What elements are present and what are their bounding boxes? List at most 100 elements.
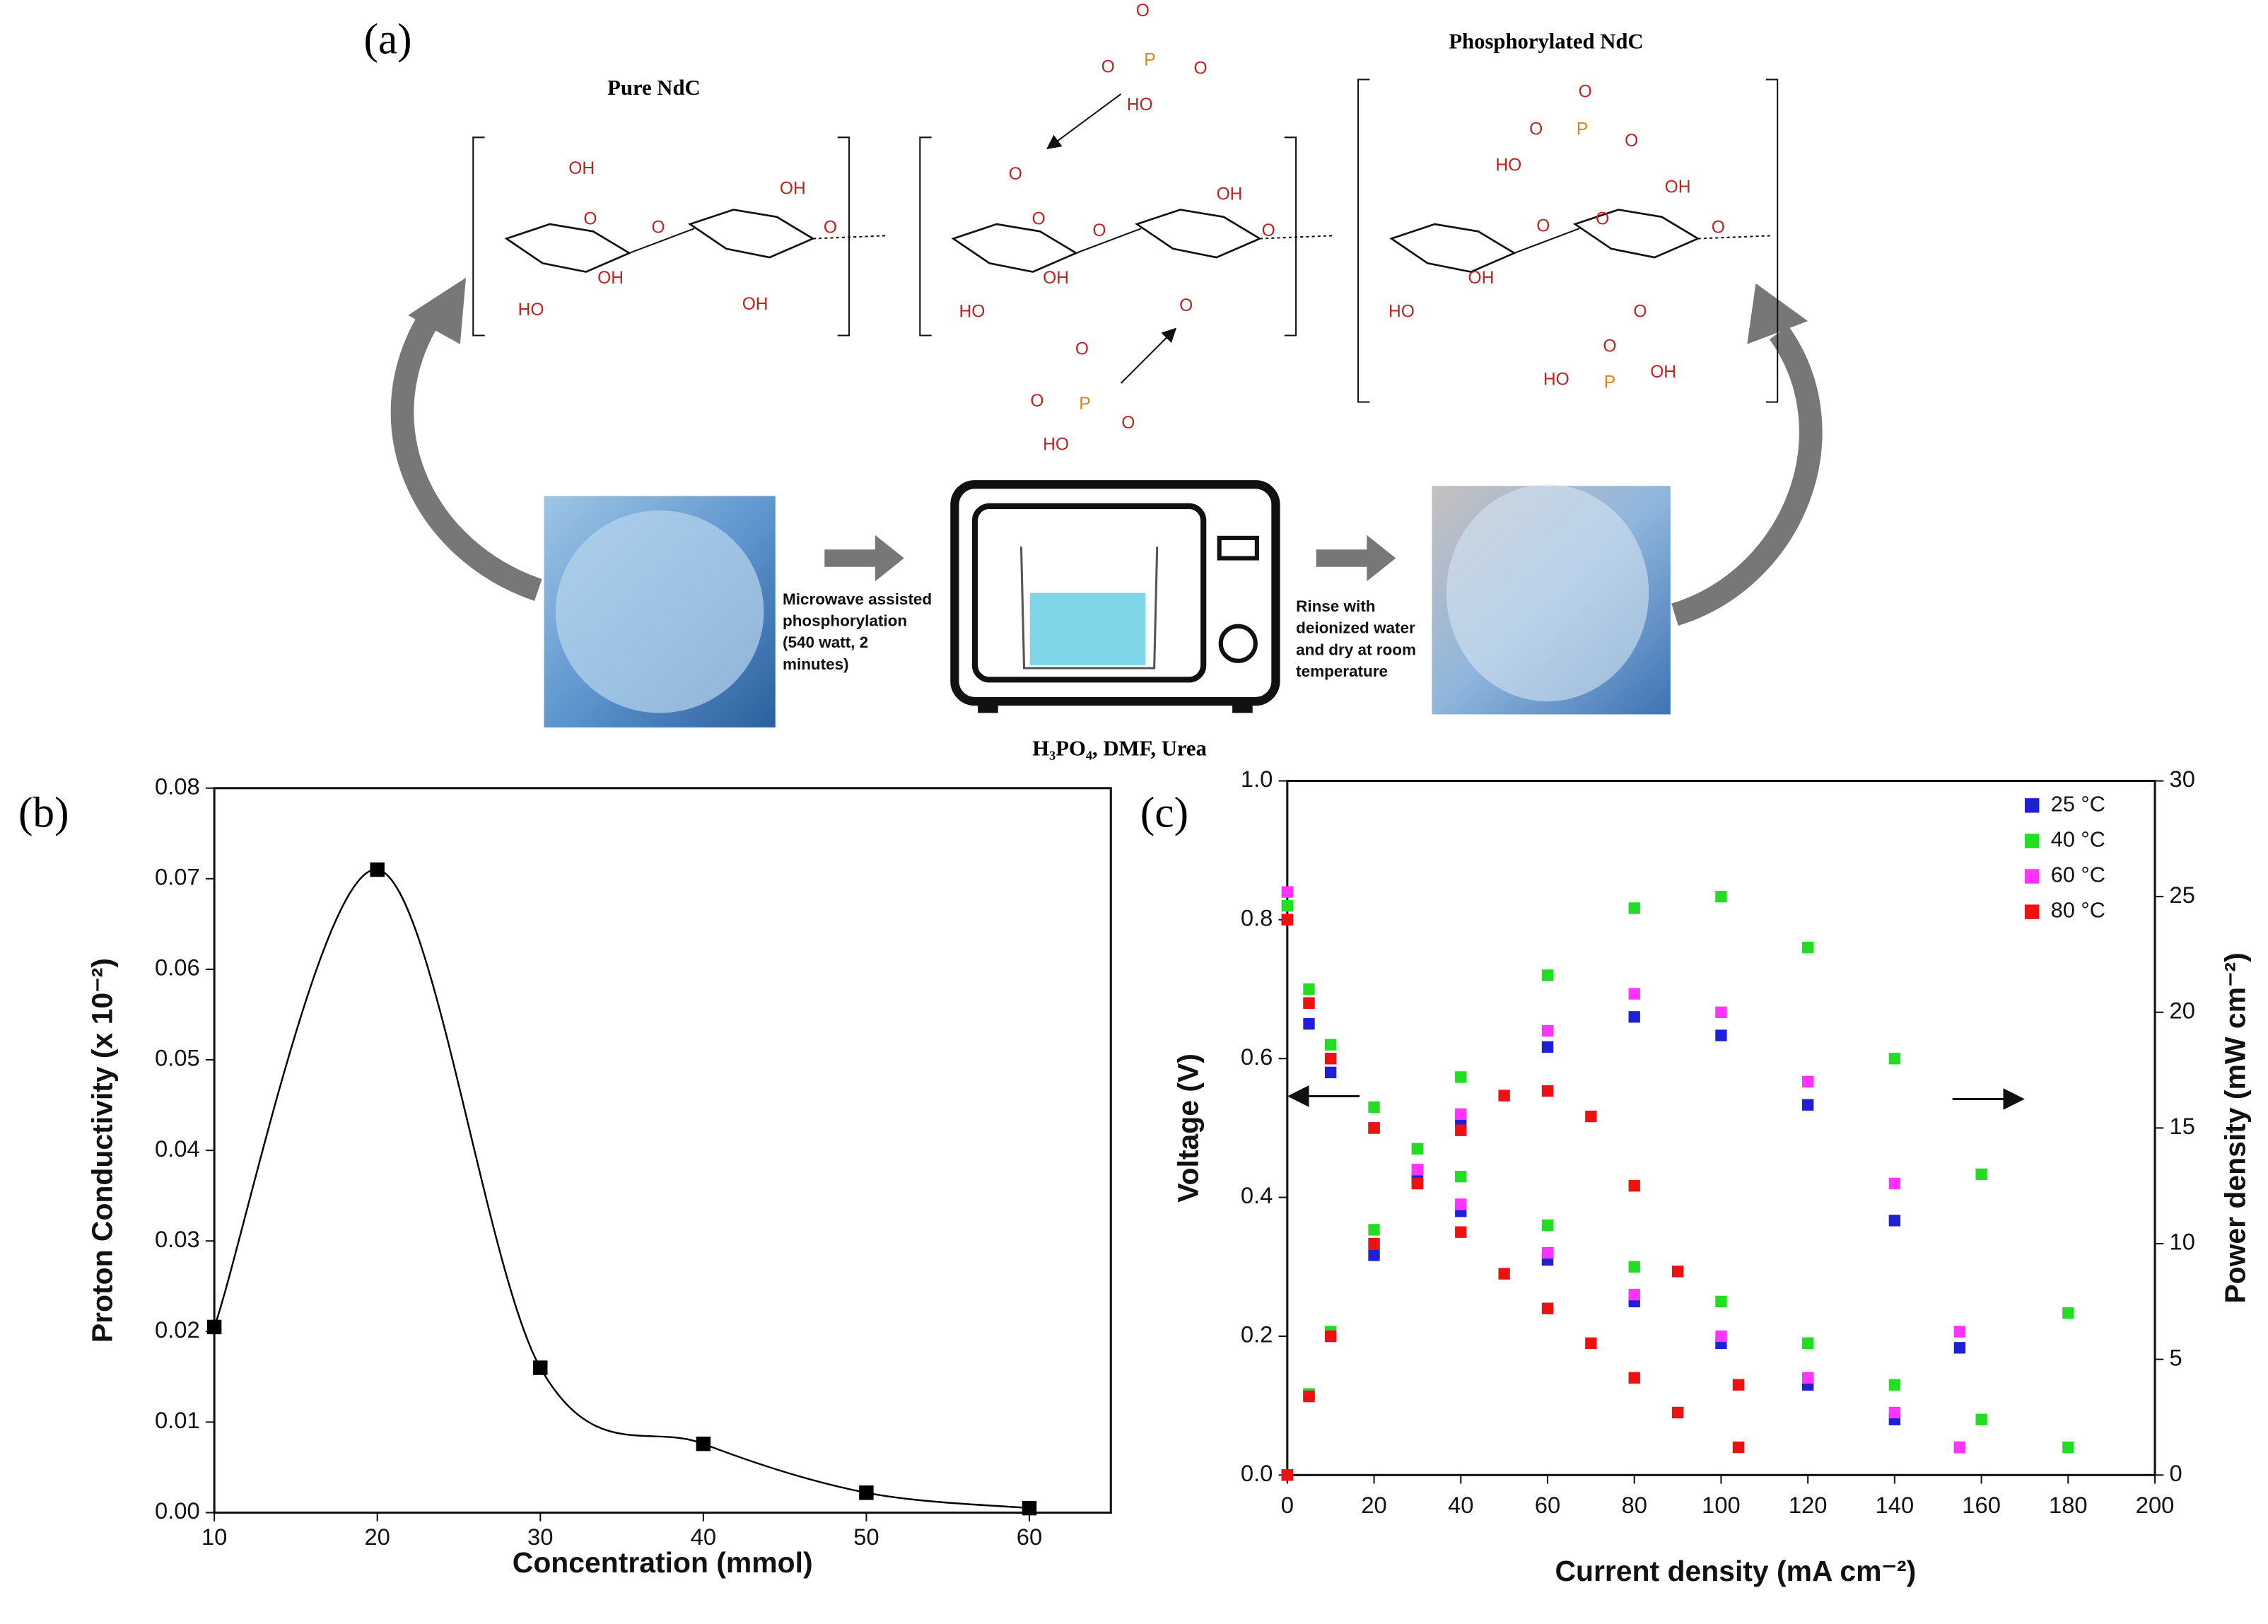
marker [1303,1390,1315,1403]
marker [1953,1326,1966,1338]
marker [206,1319,222,1335]
atom-label: O [1101,58,1115,77]
marker [1455,1108,1467,1120]
step-caption: phosphorylation [783,612,907,629]
reagents: H₃PO₄, DMF, Urea [1032,737,1207,761]
marker [370,862,385,877]
reaction-arrow [1120,327,1177,384]
marker [1324,1053,1337,1065]
marker [1324,1066,1337,1079]
marker [1888,1379,1901,1391]
marker [1628,902,1640,914]
y-axis-title: Proton Conductivity (x 10⁻²) [86,958,118,1343]
atom-label: O [1075,339,1089,358]
marker [1324,1039,1337,1051]
marker [1498,1268,1510,1280]
knob [1218,624,1258,663]
y-tick-label: 0.08 [155,773,200,799]
x-tick-label: 60 [1017,1524,1042,1550]
y2-tick-label: 0 [2170,1460,2182,1486]
y2-axis-title: Power density (mW cm⁻²) [2219,952,2251,1303]
marker [1368,1249,1380,1261]
marker [1715,890,1727,903]
x-tick-label: 30 [527,1524,553,1550]
marker [1628,1261,1640,1273]
marker [1732,1441,1745,1454]
plot-frame [213,787,1112,1514]
x-tick-label: 80 [1622,1492,1647,1518]
atom-label: HO [1127,95,1153,115]
atom-label: O [1262,221,1275,240]
marker [1975,1168,1987,1181]
marker [1585,1337,1597,1349]
marker [1022,1500,1037,1516]
marker [2062,1307,2074,1319]
atom-label: O [652,218,665,238]
atom-label: OH [780,179,806,198]
marker [1801,1372,1814,1384]
microwave-door [971,503,1207,683]
atom-label: O [1031,209,1045,228]
step-caption: temperature [1296,662,1388,680]
marker [1368,1224,1380,1236]
y-tick-label: 0.02 [155,1316,200,1343]
bracket [837,136,850,337]
atom-label: P [1144,50,1155,69]
legend-label: 25 °C [2051,791,2105,816]
step-caption: deionized water [1296,619,1415,637]
bracket [1765,78,1779,403]
liquid [1029,592,1146,665]
marker [1628,1011,1640,1023]
reaction-arrow [1046,93,1122,150]
bond [1514,228,1580,254]
marker [533,1360,548,1375]
x-tick-label: 200 [2136,1492,2175,1518]
sugar-ring [504,223,632,273]
arrow-head [408,277,467,344]
marker [1368,1237,1380,1250]
y2-tick-label: 15 [2170,1113,2195,1139]
marker [1801,1099,1814,1111]
marker [1801,941,1814,954]
marker [1801,1075,1814,1088]
marker [1281,886,1293,898]
marker [1715,1006,1727,1018]
marker [1732,1379,1745,1391]
y2-tick-label: 10 [2170,1229,2195,1255]
film [555,510,764,713]
atom-label: HO [518,300,544,320]
step-caption: minutes) [783,655,849,673]
sugar-ring [688,209,815,259]
marker [1628,988,1640,1000]
atom-label: OH [1043,269,1069,288]
x-tick-label: 160 [1962,1492,2001,1518]
sugar-ring [1389,223,1516,273]
marker [1541,1246,1554,1259]
legend-label: 80 °C [2051,898,2105,923]
atom-label: HO [959,302,986,321]
bracket [1357,78,1370,403]
atom-label: O [1579,82,1592,101]
marker [1411,1177,1424,1190]
marker [1411,1143,1424,1155]
atom-label: O [1712,218,1725,238]
y-tick-label: 0.01 [155,1407,200,1433]
atom-label: O [1092,221,1106,240]
panel-label: (b) [18,789,69,837]
bracket [472,136,485,337]
marker [1888,1215,1901,1227]
marker [1411,1164,1424,1176]
plot-frame [1286,779,2156,1476]
marker [1888,1177,1901,1190]
bracket [1284,136,1297,337]
legend-label: 40 °C [2051,827,2105,852]
atom-label: O [1625,132,1638,151]
step-caption: (540 watt, 2 [783,633,868,651]
x-tick-label: 140 [1876,1492,1915,1518]
legend-swatch [2024,834,2040,848]
atom-label: OH [1650,363,1676,382]
atom-label: O [824,218,837,238]
atom-label: P [1079,395,1090,414]
film [1446,484,1649,702]
